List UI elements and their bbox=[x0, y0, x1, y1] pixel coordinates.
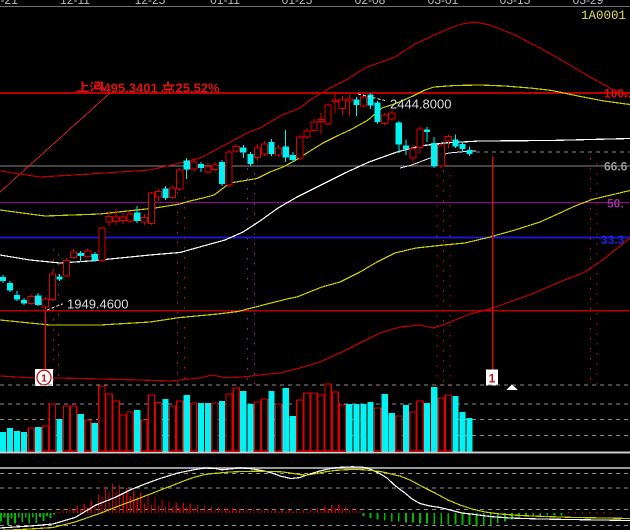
svg-text:02-08: 02-08 bbox=[355, 0, 386, 7]
svg-text:33.3: 33.3 bbox=[601, 233, 625, 247]
svg-text:01-11: 01-11 bbox=[210, 0, 240, 7]
svg-text:1A0001: 1A0001 bbox=[581, 9, 626, 23]
svg-text:12-11: 12-11 bbox=[60, 0, 90, 7]
svg-text:12-25: 12-25 bbox=[135, 0, 166, 7]
svg-text:11-21: 11-21 bbox=[0, 0, 18, 7]
svg-text:03-15: 03-15 bbox=[500, 0, 531, 7]
svg-text:66.6: 66.6 bbox=[604, 160, 628, 174]
svg-text:50.: 50. bbox=[607, 197, 624, 211]
svg-text:03-29: 03-29 bbox=[573, 0, 604, 7]
svg-text:1: 1 bbox=[489, 372, 496, 386]
svg-text:2444.8000: 2444.8000 bbox=[390, 97, 451, 112]
svg-text:1949.4600: 1949.4600 bbox=[67, 297, 128, 312]
svg-text:03-01: 03-01 bbox=[428, 0, 459, 7]
svg-text:01-25: 01-25 bbox=[282, 0, 313, 7]
svg-text:495.3401: 495.3401 bbox=[104, 81, 158, 96]
svg-text:100.: 100. bbox=[604, 87, 627, 101]
svg-text:25.52%: 25.52% bbox=[176, 81, 221, 96]
svg-text:1: 1 bbox=[41, 373, 47, 385]
